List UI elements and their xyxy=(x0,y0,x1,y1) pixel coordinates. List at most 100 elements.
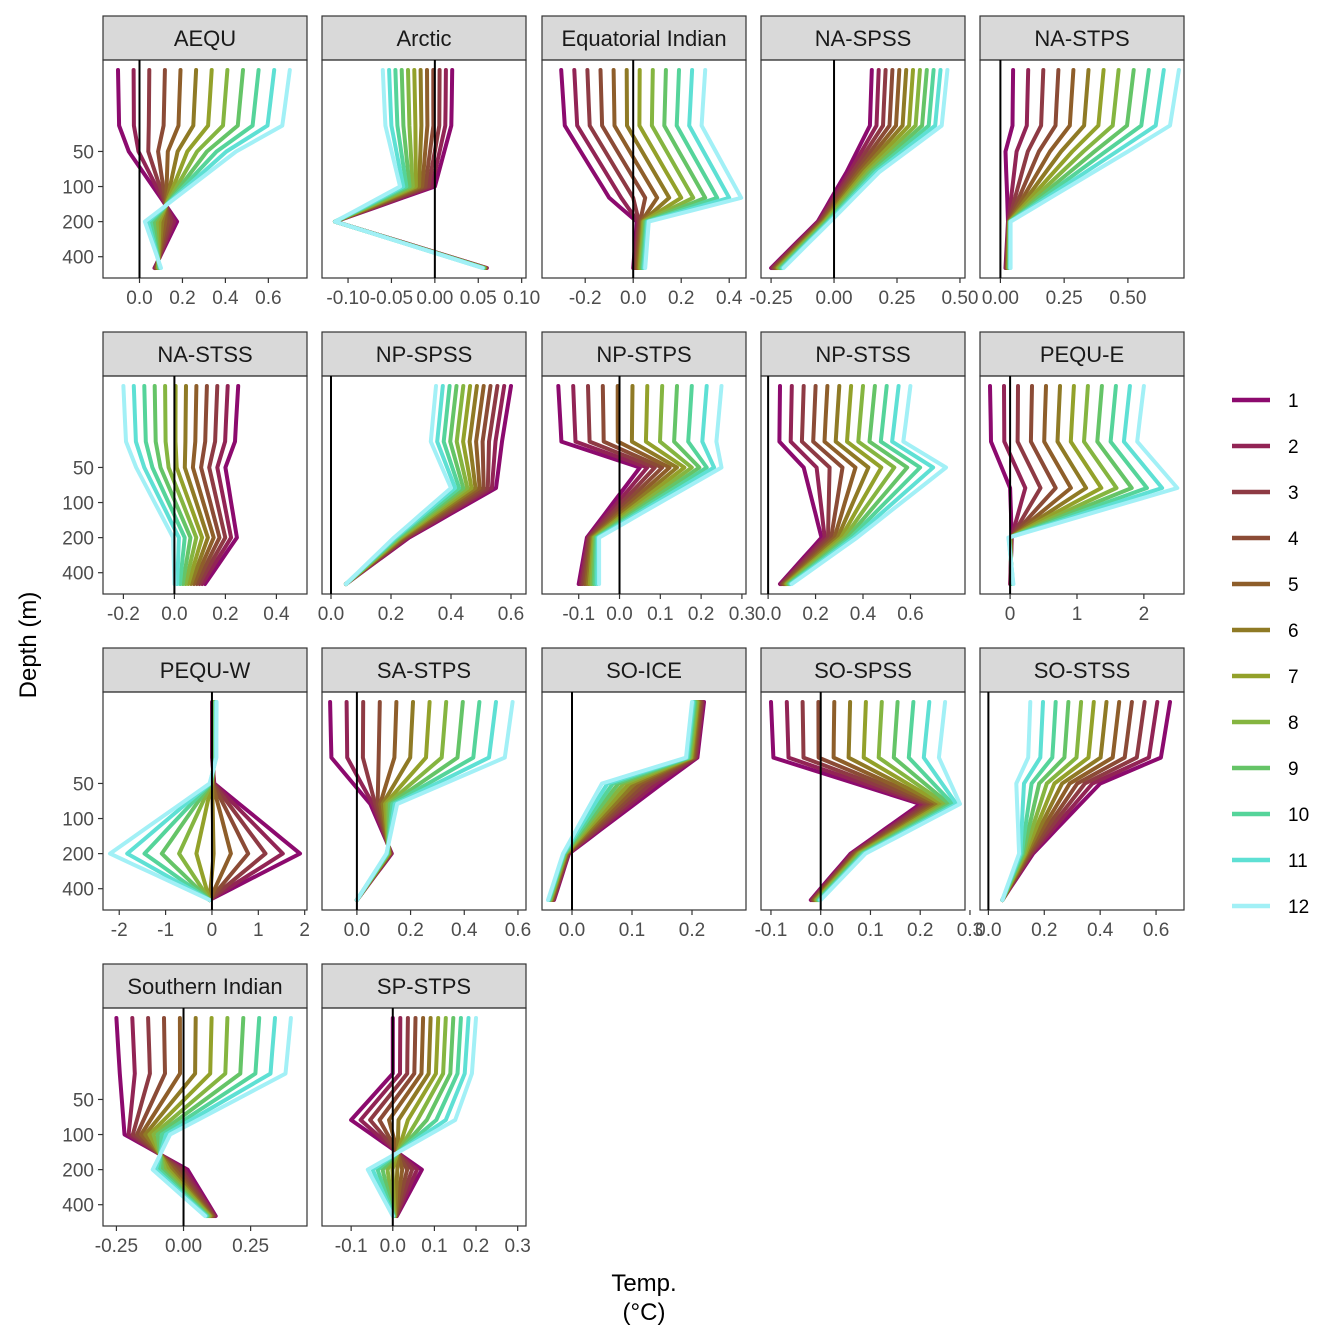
x-tick-label: 0.0 xyxy=(344,920,370,941)
strip-title: SO-STSS xyxy=(1034,658,1131,683)
panel-sp-stps: SP-STPS -0.1 0.0 0.1 0.2 0.3 xyxy=(321,963,531,1257)
x-tick-label: 0.6 xyxy=(505,920,531,941)
x-tick-label: 0.2 xyxy=(169,288,195,309)
x-tick-label: 0.1 xyxy=(421,1236,447,1257)
legend-label: 10 xyxy=(1288,805,1309,826)
plot-area xyxy=(979,59,1185,279)
profile-line-month-11 xyxy=(344,384,458,586)
profile-line-month-4 xyxy=(194,384,222,586)
strip-title: AEQU xyxy=(174,26,236,51)
profile-line-month-12 xyxy=(1000,700,1033,902)
strip-title: Southern Indian xyxy=(127,974,282,999)
profiles xyxy=(114,1016,293,1218)
profile-line-month-12 xyxy=(344,384,453,586)
strip-title: PEQU-E xyxy=(1040,342,1124,367)
legend-key-6: 6 xyxy=(1232,621,1299,642)
profiles xyxy=(546,700,706,902)
panel-sa-stps: SA-STPS 0.0 0.2 0.4 0.6 xyxy=(321,647,531,941)
x-tick-label: -0.25 xyxy=(95,1236,138,1257)
profile-line-month-12 xyxy=(150,1016,293,1218)
legend-key-12: 12 xyxy=(1232,897,1309,918)
profile-line-month-12 xyxy=(643,68,744,270)
profile-line-month-12 xyxy=(1006,384,1180,586)
x-tick-label: -0.25 xyxy=(749,288,792,309)
x-tick-label: 0.3 xyxy=(504,1236,530,1257)
profiles xyxy=(328,700,515,902)
panel-arctic: Arctic -0.10 -0.05 0.00 0.05 0.10 xyxy=(321,15,540,309)
plot-area xyxy=(760,59,966,279)
plot-area xyxy=(102,375,308,595)
x-tick-label: 0.0 xyxy=(807,920,833,941)
plot-area xyxy=(102,1007,308,1227)
x-tick-label: 0.10 xyxy=(503,288,540,309)
profile-line-month-10 xyxy=(344,384,462,586)
profiles xyxy=(1000,700,1172,902)
x-tick-label: 1 xyxy=(253,920,264,941)
strip-background xyxy=(760,331,966,377)
panel-np-stps: NP-STPS -0.1 0.0 0.1 0.2 0.3 xyxy=(541,331,755,625)
legend-label: 5 xyxy=(1288,575,1299,596)
profiles xyxy=(116,68,292,270)
x-tick-label: 0.0 xyxy=(161,604,187,625)
x-tick-label: 0.6 xyxy=(1143,920,1169,941)
strip-title: SP-STPS xyxy=(377,974,471,999)
strip-background xyxy=(541,331,747,377)
x-tick-label: 0 xyxy=(207,920,218,941)
profiles xyxy=(349,1016,478,1218)
plot-area xyxy=(541,59,747,279)
strip-title: NA-SPSS xyxy=(815,26,912,51)
x-tick-label: 0.0 xyxy=(126,288,152,309)
profile-line-month-2 xyxy=(784,700,926,902)
legend-label: 7 xyxy=(1288,667,1299,688)
profiles xyxy=(769,68,950,270)
panel-np-spss: NP-SPSS 0.0 0.2 0.4 0.6 xyxy=(318,331,527,625)
x-tick-label: 0.4 xyxy=(850,604,877,625)
x-tick-label: -0.1 xyxy=(562,604,595,625)
x-tick-label: 0.6 xyxy=(897,604,923,625)
panel-pequ-e: PEQU-E 0 1 2 xyxy=(979,331,1185,625)
strip-title: NP-STPS xyxy=(596,342,691,367)
x-tick-label: -0.2 xyxy=(569,288,602,309)
x-tick-label: 0.2 xyxy=(679,920,705,941)
plot-area xyxy=(321,691,527,911)
strip-background xyxy=(760,647,966,693)
x-tick-label: 0.4 xyxy=(212,288,239,309)
x-tick-label: 0 xyxy=(1005,604,1016,625)
strip-title: NA-STSS xyxy=(157,342,252,367)
profile-line-month-12 xyxy=(333,68,485,270)
x-tick-label: 0.00 xyxy=(982,288,1019,309)
strip-title: NP-STSS xyxy=(815,342,910,367)
x-tick-label: 0.0 xyxy=(975,920,1001,941)
panel-na-stss: NA-STSS -0.2 0.0 0.2 0.4 50 100 200 400 xyxy=(62,331,308,625)
profile-line-month-9 xyxy=(152,384,193,586)
plot-area xyxy=(102,59,308,279)
y-tick-label: 100 xyxy=(62,810,94,831)
strip-title: SA-STPS xyxy=(377,658,471,683)
strip-background xyxy=(979,15,1185,61)
profile-line-month-12 xyxy=(546,700,694,902)
profiles xyxy=(344,384,513,586)
x-tick-label: -2 xyxy=(111,920,128,941)
legend-key-2: 2 xyxy=(1232,437,1299,458)
strip-background xyxy=(102,15,308,61)
x-tick-label: 0.50 xyxy=(941,288,978,309)
strip-title: Arctic xyxy=(397,26,452,51)
profiles xyxy=(1003,68,1181,270)
x-tick-label: 0.3 xyxy=(957,920,983,941)
x-tick-label: -0.1 xyxy=(755,920,788,941)
strip-title: SO-ICE xyxy=(606,658,682,683)
x-tick-label: 0.2 xyxy=(378,604,404,625)
x-tick-label: 0.2 xyxy=(668,288,694,309)
strip-title: NP-SPSS xyxy=(376,342,473,367)
profile-line-month-7 xyxy=(173,384,205,586)
x-tick-label: 0.00 xyxy=(165,1236,202,1257)
legend-label: 9 xyxy=(1288,759,1299,780)
panel-na-spss: NA-SPSS -0.25 0.00 0.25 0.50 xyxy=(749,15,978,309)
profile-line-month-12 xyxy=(1008,68,1181,270)
x-tick-label: 0.0 xyxy=(606,604,632,625)
legend-key-7: 7 xyxy=(1232,667,1299,688)
x-tick-label: 0.4 xyxy=(451,920,478,941)
strip-title: PEQU-W xyxy=(160,658,251,683)
